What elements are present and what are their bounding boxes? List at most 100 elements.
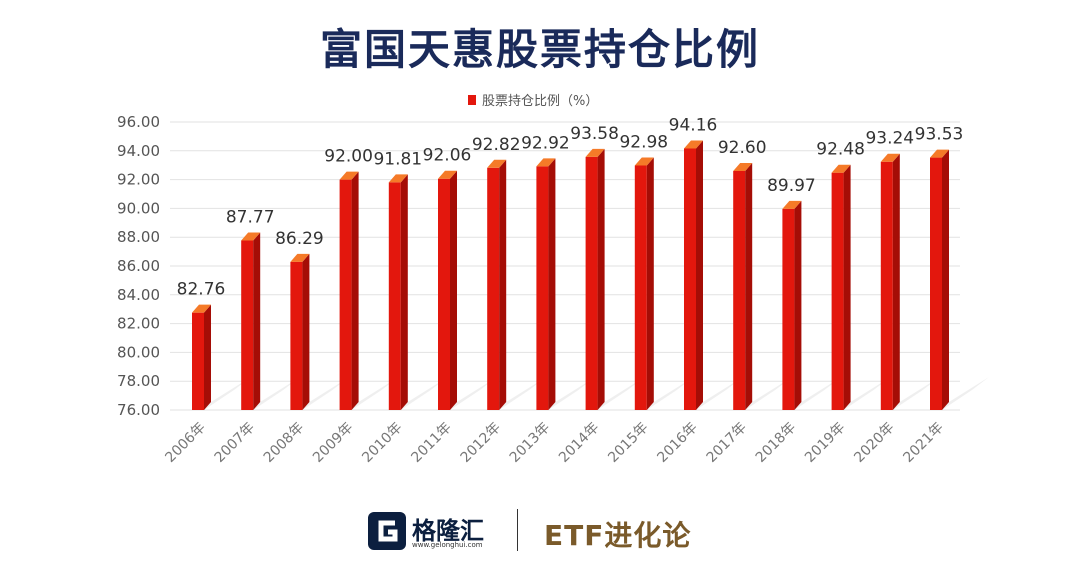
y-tick-label: 76.00	[117, 401, 160, 419]
footer-divider	[517, 509, 518, 551]
bar-top	[536, 158, 556, 167]
y-tick-label: 92.00	[117, 171, 160, 189]
bar-top	[880, 153, 900, 162]
data-label: 89.97	[767, 176, 816, 196]
bar-shadow	[450, 377, 497, 410]
data-label: 93.53	[915, 125, 964, 145]
bar	[487, 167, 500, 410]
y-tick-label: 90.00	[117, 199, 160, 217]
bar-shadow	[696, 377, 743, 410]
bar-top	[930, 149, 949, 158]
bar-chart: 76.00 78.00 80.00 82.00 84.00 86.00 88.00 90.00…	[117, 113, 989, 466]
y-tick-label: 86.00	[117, 257, 160, 275]
bar-shadow	[892, 377, 940, 410]
bar-side	[302, 253, 310, 410]
bar-side	[646, 157, 654, 410]
x-tick-label: 2008年	[261, 420, 307, 466]
data-label: 93.58	[570, 124, 619, 144]
bar-side	[597, 148, 605, 410]
y-tick-label: 82.00	[117, 315, 160, 333]
data-label: 92.06	[423, 146, 472, 166]
bar	[241, 240, 254, 410]
bar-side	[400, 174, 408, 410]
bar-side	[696, 140, 703, 410]
bar-shadow	[843, 377, 891, 410]
bar-side	[351, 171, 359, 410]
data-label: 91.81	[373, 149, 422, 169]
bar	[782, 208, 795, 410]
bar	[831, 172, 844, 410]
x-tick-label: 2011年	[408, 420, 454, 466]
bar	[930, 157, 942, 410]
bar-top	[831, 164, 851, 173]
bar-shadow	[253, 377, 301, 410]
x-tick-label: 2009年	[310, 420, 356, 466]
y-tick-label: 80.00	[117, 343, 160, 361]
chart-title: 富国天惠股票持仓比例	[319, 25, 760, 74]
bar-top	[241, 232, 261, 241]
data-label: 92.92	[521, 133, 570, 153]
bar-shadow	[204, 377, 251, 410]
data-label: 82.76	[177, 280, 226, 300]
bar-side	[499, 159, 507, 410]
x-tick-label: 2020年	[851, 420, 897, 466]
bar-top	[192, 304, 211, 313]
bar-top	[388, 174, 408, 183]
x-tick-label: 2012年	[458, 420, 504, 466]
logo-text: 格隆汇	[412, 517, 484, 545]
bar-top	[634, 157, 654, 166]
bar	[880, 161, 893, 410]
data-label: 87.77	[226, 208, 275, 228]
x-tick-label: 2017年	[704, 420, 750, 466]
legend-label: 股票持仓比例（%）	[482, 94, 599, 109]
bar-top	[733, 162, 753, 171]
bar-shadow	[794, 377, 842, 410]
data-label: 92.00	[324, 147, 373, 167]
bar-side	[204, 304, 211, 410]
bar	[290, 261, 303, 410]
y-tick-label: 94.00	[117, 142, 160, 160]
data-label: 92.82	[472, 135, 521, 155]
bar	[585, 156, 598, 410]
bar-top	[339, 171, 359, 180]
bar	[192, 312, 204, 410]
bar	[339, 179, 352, 410]
bar-shadow	[646, 377, 694, 410]
x-tick-label: 2007年	[212, 420, 258, 466]
bar-side	[745, 162, 753, 410]
bar	[438, 178, 450, 410]
x-tick-label: 2021年	[900, 420, 946, 466]
bar-shadow	[302, 377, 350, 410]
bar-top	[782, 200, 802, 209]
x-tick-label: 2013年	[507, 420, 553, 466]
x-tick-label: 2014年	[556, 420, 602, 466]
bar-shadow	[499, 377, 547, 410]
footer: 格隆汇 www.gelonghui.com ETF进化论	[0, 505, 1080, 555]
x-tick-label: 2015年	[605, 420, 651, 466]
bar-side	[794, 200, 802, 410]
data-label: 92.60	[718, 138, 767, 158]
bar-shadow	[351, 377, 399, 410]
bar-side	[942, 149, 949, 410]
bar-side	[450, 170, 457, 410]
bar-shadow	[400, 377, 448, 410]
legend-swatch	[468, 94, 476, 105]
legend: 股票持仓比例（%）	[468, 90, 598, 109]
bar	[536, 166, 549, 410]
bar-side	[548, 158, 556, 410]
bar	[634, 165, 647, 410]
bar-shadow	[745, 377, 793, 410]
bar-top	[684, 140, 703, 149]
bar-shadow	[597, 377, 645, 410]
bar	[684, 148, 696, 410]
data-label: 94.16	[669, 115, 718, 135]
bar-shadow	[942, 377, 989, 410]
brand-etf: ETF进化论	[544, 519, 692, 552]
x-tick-label: 2018年	[753, 420, 799, 466]
data-label: 92.98	[619, 132, 668, 152]
y-tick-label: 78.00	[117, 372, 160, 390]
y-tick-label: 88.00	[117, 228, 160, 246]
data-label: 92.48	[816, 140, 865, 160]
x-tick-label: 2010年	[359, 420, 405, 466]
data-label: 86.29	[275, 229, 324, 249]
